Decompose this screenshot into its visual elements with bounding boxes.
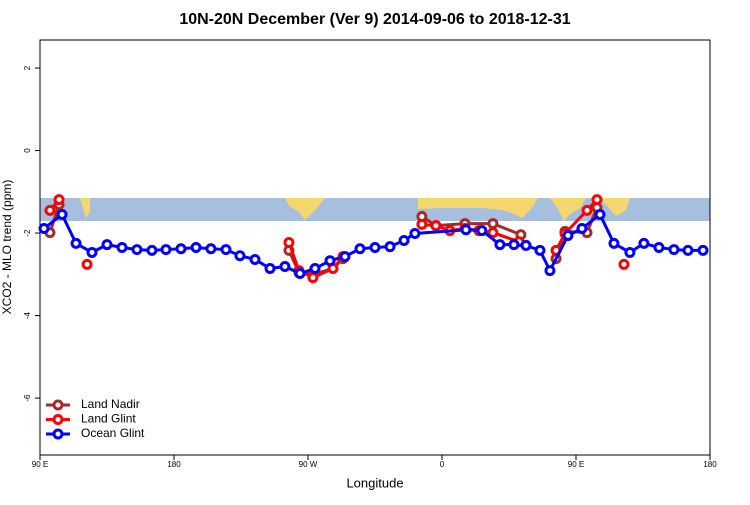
data-point	[53, 194, 65, 206]
data-point	[520, 239, 532, 251]
data-point	[190, 242, 202, 253]
series-line	[554, 198, 599, 252]
data-point	[160, 244, 172, 256]
data-point	[70, 237, 82, 249]
data-point	[534, 244, 546, 256]
data-point	[384, 241, 396, 253]
y-tick-label: -6	[23, 394, 32, 402]
data-point	[38, 223, 50, 235]
data-point	[116, 242, 128, 253]
x-tick-label: 180	[167, 460, 181, 469]
data-point	[86, 246, 98, 258]
data-point	[101, 239, 113, 251]
data-point	[307, 272, 319, 284]
data-point	[279, 260, 291, 272]
data-point	[220, 244, 232, 256]
chart-title: 10N-20N December (Ver 9) 2014-09-06 to 2…	[179, 11, 570, 28]
x-tick-label: 90 E	[568, 460, 584, 469]
x-axis-label: Longitude	[346, 475, 403, 490]
data-point	[653, 242, 665, 253]
data-point	[146, 244, 158, 256]
data-point	[398, 234, 410, 246]
data-point	[309, 263, 321, 275]
data-point	[430, 220, 442, 232]
data-point	[668, 244, 680, 256]
data-point	[494, 239, 506, 251]
y-tick-label: 0	[23, 148, 32, 153]
data-point	[624, 246, 636, 258]
data-point	[576, 223, 588, 235]
data-point	[487, 218, 499, 230]
data-point	[264, 263, 276, 275]
data-point	[581, 204, 593, 216]
y-axis-label: XCO2 - MLO trend (ppm)	[0, 180, 14, 315]
legend-marker	[52, 428, 64, 440]
data-point	[44, 204, 56, 216]
plot-frame	[39, 39, 711, 456]
data-point	[608, 237, 620, 249]
data-point	[697, 244, 709, 256]
data-point	[283, 237, 295, 249]
data-point	[175, 243, 187, 255]
data-point	[508, 239, 520, 251]
x-tick-label: 180	[703, 460, 717, 469]
data-point	[544, 265, 556, 277]
data-point	[354, 243, 366, 255]
data-point	[56, 208, 68, 220]
y-tick-label: -4	[23, 311, 32, 319]
data-point	[249, 253, 261, 265]
data-point	[460, 224, 472, 236]
data-point	[81, 258, 93, 270]
data-point	[594, 208, 606, 220]
data-point	[476, 225, 488, 237]
data-point	[416, 218, 428, 230]
x-tick-label: 90 E	[32, 460, 48, 469]
data-point	[591, 194, 603, 206]
y-tick-label: 2	[23, 65, 32, 70]
data-point	[339, 251, 351, 263]
data-point	[369, 242, 381, 253]
data-point	[487, 227, 499, 239]
data-point	[294, 267, 306, 279]
data-point	[618, 258, 630, 270]
x-tick-label: 0	[440, 460, 445, 469]
legend-marker	[52, 414, 64, 425]
data-point	[682, 244, 694, 256]
y-tick-label: -2	[23, 229, 32, 237]
data-point	[324, 255, 336, 267]
legend-marker	[52, 399, 64, 411]
legend-label: Ocean Glint	[81, 426, 145, 440]
legend-label: Land Nadir	[81, 397, 140, 411]
data-point	[205, 243, 217, 255]
data-point	[131, 244, 143, 256]
data-point	[638, 237, 650, 249]
data-point	[234, 250, 246, 262]
legend-label: Land Glint	[81, 412, 136, 426]
x-tick-label: 90 W	[299, 460, 318, 469]
map-strip	[40, 198, 710, 221]
data-point	[409, 227, 421, 239]
data-point	[562, 230, 574, 242]
